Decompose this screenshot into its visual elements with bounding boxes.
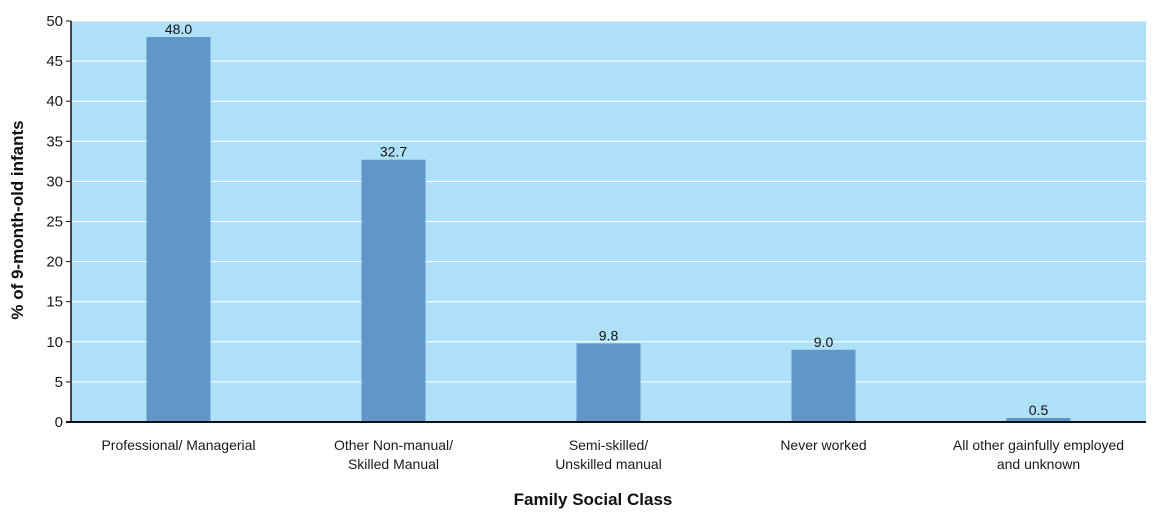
bar — [576, 343, 641, 422]
y-tick-label: 15 — [46, 294, 63, 311]
data-label: 9.8 — [599, 327, 619, 343]
y-axis-title: % of 9-month-old infants — [8, 120, 27, 319]
y-tick-label: 40 — [46, 93, 63, 110]
data-label: 0.5 — [1029, 402, 1049, 418]
data-label: 9.0 — [814, 334, 834, 350]
bar — [361, 159, 426, 422]
y-tick-label: 30 — [46, 173, 63, 190]
bar — [1006, 417, 1071, 422]
y-tick-label: 25 — [46, 214, 63, 231]
bar — [146, 37, 211, 422]
y-tick-label: 0 — [55, 414, 63, 431]
x-tick-label: All other gainfully employed and unknown — [953, 437, 1124, 472]
y-tick-label: 50 — [46, 13, 63, 30]
y-tick-label: 20 — [46, 254, 63, 271]
data-label: 48.0 — [165, 21, 192, 37]
data-label: 32.7 — [380, 144, 407, 160]
y-tick-label: 45 — [46, 53, 63, 70]
x-axis-title: Family Social Class — [514, 490, 673, 509]
x-tick-label: Other Non-manual/Skilled Manual — [334, 437, 453, 472]
bar — [791, 349, 856, 422]
x-tick-label: Never worked — [780, 437, 866, 453]
y-tick-label: 35 — [46, 133, 63, 150]
x-tick-label: Professional/ Managerial — [101, 437, 255, 453]
x-tick-label: Semi-skilled/Unskilled manual — [555, 437, 662, 472]
y-tick-label: 10 — [46, 334, 63, 351]
y-tick-label: 5 — [55, 374, 63, 391]
